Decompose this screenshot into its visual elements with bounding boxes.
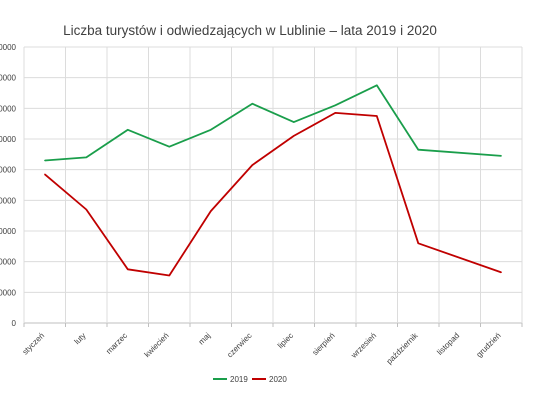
data-point-2019: [417, 149, 419, 151]
y-tick-label: 0000: [0, 288, 17, 297]
x-tick-label: styczeń: [21, 331, 47, 357]
legend: 2019 2020: [213, 375, 287, 384]
x-tick-label: październik: [385, 330, 421, 366]
data-point-2020: [44, 173, 46, 175]
y-tick-label: 0000: [0, 166, 17, 175]
data-point-2020: [500, 271, 502, 273]
chart-title: Liczba turystów i odwiedzających w Lubli…: [63, 23, 437, 38]
y-tick-label: 0000: [0, 135, 17, 144]
x-tick-label: sierpień: [310, 331, 336, 357]
data-point-2020: [168, 274, 170, 277]
data-point-2019: [334, 104, 336, 106]
x-axis-ticks: styczeń luty marzec kwiecień maj czerwiec lipi…: [21, 330, 503, 366]
x-tick-label: czerwiec: [225, 331, 253, 359]
y-tick-label: 0: [12, 319, 17, 328]
data-point-2020: [417, 242, 419, 244]
data-point-2020: [85, 208, 87, 211]
y-tick-label: 0000: [0, 258, 17, 267]
data-point-2019: [127, 129, 129, 131]
legend-label-2019: 2019: [230, 375, 248, 384]
data-point-2020: [293, 135, 295, 137]
data-point-2019: [376, 84, 378, 86]
legend-label-2020: 2020: [269, 375, 287, 384]
data-point-2019: [500, 155, 502, 157]
y-tick-label: 0000: [0, 74, 17, 83]
x-tick-label: lipiec: [276, 331, 295, 350]
data-point-2020: [376, 115, 378, 117]
y-tick-label: 0000: [0, 227, 17, 236]
x-tick-label: luty: [72, 331, 87, 346]
data-point-2019: [168, 146, 170, 148]
data-point-2020: [334, 112, 336, 114]
y-tick-label: 0000: [0, 196, 17, 205]
x-tick-label: listopad: [435, 331, 461, 357]
data-point-2019: [293, 121, 295, 123]
data-point-2019: [210, 129, 212, 131]
series-lines: [44, 84, 502, 277]
data-point-2019: [85, 156, 87, 158]
y-tick-label: 0000: [0, 43, 17, 52]
x-tick-label: wrzesień: [349, 331, 378, 360]
x-tick-label: kwiecień: [143, 331, 171, 359]
x-tick-label: maj: [197, 331, 213, 347]
data-point-2020: [210, 210, 212, 212]
x-tick-label: marzec: [104, 331, 129, 356]
y-tick-label: 0000: [0, 104, 17, 113]
data-point-2019: [44, 159, 46, 162]
data-point-2020: [251, 164, 253, 166]
grid-lines: [23, 46, 523, 327]
data-point-2020: [127, 268, 129, 270]
x-tick-label: grudzień: [475, 331, 503, 359]
data-point-2019: [251, 103, 253, 105]
